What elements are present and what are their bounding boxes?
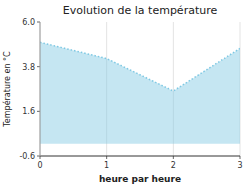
chart-svg: 0 1 2 3 -0.6 1.6 3.8 6.0 Evolution de la tempéra… [0,0,250,188]
tick-label: 0 [37,161,42,170]
grid-line [40,22,41,156]
tick-label: -0.6 [19,152,35,161]
chart-container: 0 1 2 3 -0.6 1.6 3.8 6.0 Evolution de la tempéra… [0,0,250,188]
grid [40,22,240,156]
y-axis-line [40,22,41,156]
tick-label: 2 [171,161,176,170]
tick-label: 1.6 [22,107,35,116]
tick-label: 3.8 [22,63,35,72]
x-axis-line [40,156,240,157]
tick-label: 6.0 [22,18,35,27]
y-axis-label: Température en °C [2,51,12,128]
area-fill [40,42,240,144]
chart-title: Evolution de la température [63,4,218,17]
tick-label: 3 [237,161,242,170]
plot-area [40,42,240,144]
x-axis-label: heure par heure [99,174,181,184]
area-line [40,42,240,91]
tick-label: 1 [104,161,109,170]
